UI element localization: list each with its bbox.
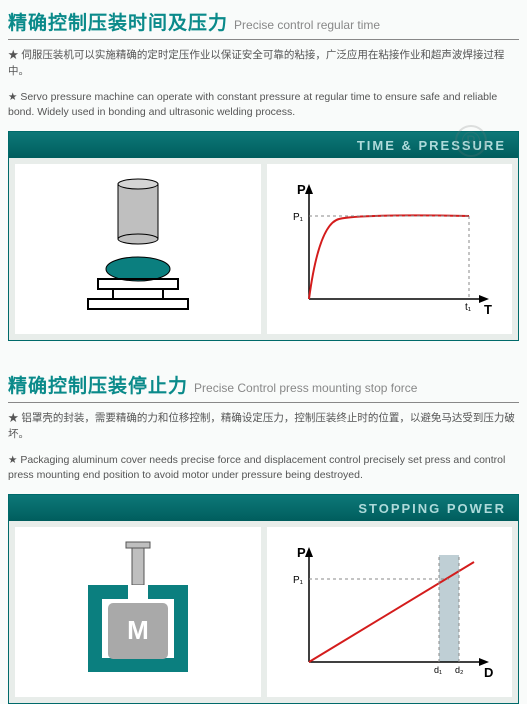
panel: STOPPING POWER M xyxy=(8,494,519,704)
title-en: Precise Control press mounting stop forc… xyxy=(194,381,417,395)
x-tick: t₁ xyxy=(465,302,472,313)
title-row: 精确控制压装时间及压力 Precise control regular time xyxy=(8,8,519,40)
desc-cn: ★ 铝罩壳的封装，需要精确的力和位移控制，精确设定压力，控制压装终止时的位置，以… xyxy=(8,411,519,443)
pd-chart: P D P₁ d₁ d₂ xyxy=(267,527,513,697)
panel-header: STOPPING POWER xyxy=(9,495,518,521)
y-tick: P₁ xyxy=(293,575,304,586)
panel: TIME & PRESSURE xyxy=(8,131,519,341)
motor-diagram: M xyxy=(15,527,261,697)
title-cn: 精确控制压装停止力 xyxy=(8,371,188,398)
pt-chart: P T P₁ t₁ xyxy=(267,164,513,334)
panel-header-text: TIME & PRESSURE xyxy=(357,138,506,153)
y-axis-label: P xyxy=(297,182,306,197)
title-row: 精确控制压装停止力 Precise Control press mounting… xyxy=(8,371,519,403)
title-cn: 精确控制压装时间及压力 xyxy=(8,8,228,35)
title-en: Precise control regular time xyxy=(234,18,380,32)
motor-label: M xyxy=(127,615,149,645)
x-axis-label: D xyxy=(484,665,493,680)
desc-en: ★ Packaging aluminum cover needs precise… xyxy=(8,453,519,485)
panel-header-text: STOPPING POWER xyxy=(358,501,506,516)
panel-body: M P D P₁ xyxy=(9,521,518,703)
y-tick: P₁ xyxy=(293,212,304,223)
x-tick-d1: d₁ xyxy=(434,665,442,675)
x-axis-label: T xyxy=(484,302,492,317)
desc-cn: ★ 伺服压装机可以实施精确的定时定压作业以保证安全可靠的粘接，广泛应用在粘接作业… xyxy=(8,48,519,80)
panel-body: P T P₁ t₁ xyxy=(9,158,518,340)
panel-header: TIME & PRESSURE xyxy=(9,132,518,158)
press-diagram xyxy=(15,164,261,334)
section-stopping-power: 精确控制压装停止力 Precise Control press mounting… xyxy=(8,371,519,704)
y-axis-label: P xyxy=(297,545,306,560)
x-tick-d2: d₂ xyxy=(455,665,464,675)
desc-en: ★ Servo pressure machine can operate wit… xyxy=(8,90,519,122)
section-time-pressure: 精确控制压装时间及压力 Precise control regular time… xyxy=(8,8,519,341)
